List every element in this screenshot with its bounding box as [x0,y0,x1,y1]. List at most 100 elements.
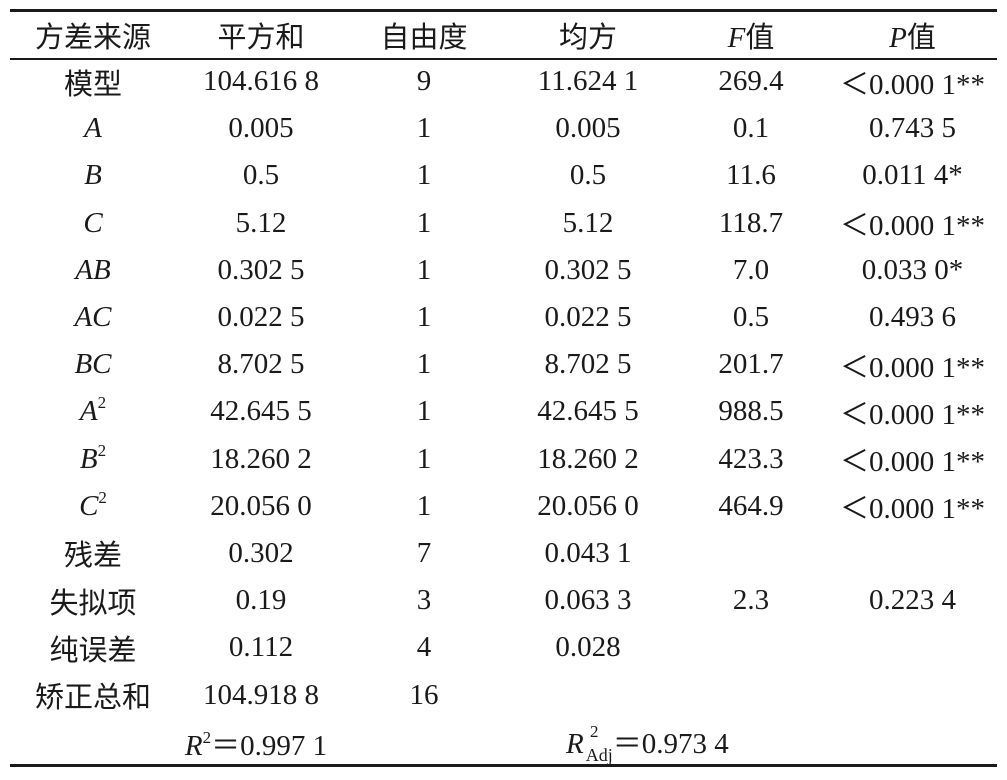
row-sum-of-squares: 0.022 5 [217,301,305,334]
row-mean-square: 0.005 [555,112,621,145]
row-source: C2 [79,487,107,522]
anova-table: 方差来源 平方和 自由度 均方 F值 P值 模型 104.616 8 9 11.624… [10,12,997,767]
row-f-value: 988.5 [718,395,784,428]
row-p-value [828,671,997,718]
row-f-value [674,530,828,577]
row-sum-of-squares: 18.260 2 [210,442,312,475]
header-f-value: F值 [727,22,775,54]
header-degrees-of-freedom: 自由度 [380,22,468,54]
table-row: AC 0.022 5 1 0.022 5 0.5 0.493 6 [10,294,997,341]
adjusted-r-squared: R 2 Adj＝0.973 4 [566,721,729,765]
table-row: B2 18.260 2 1 18.260 2 423.3 ＜0.000 1** [10,436,997,483]
row-source: A2 [79,393,107,428]
row-sum-of-squares: 0.302 [228,536,294,569]
table-header: 方差来源 平方和 自由度 均方 F值 P值 [10,12,997,58]
row-mean-square: 0.022 5 [544,301,632,334]
row-degrees-of-freedom: 3 [416,584,432,617]
row-source: B2 [79,440,107,475]
row-p-value: 0.493 6 [869,301,956,334]
row-sum-of-squares: 42.645 5 [210,395,312,428]
row-mean-square: 18.260 2 [537,442,639,475]
row-p-value: ＜0.000 1** [839,68,985,101]
row-f-value: 0.5 [732,301,770,334]
row-mean-square: 42.645 5 [537,395,639,428]
row-sum-of-squares: 5.12 [235,206,287,239]
row-p-value: 0.033 0* [861,253,964,286]
table-row: A 0.005 1 0.005 0.1 0.743 5 [10,105,997,152]
header-row: 方差来源 平方和 自由度 均方 F值 P值 [10,12,997,58]
row-sum-of-squares: 104.918 8 [203,678,319,711]
r-squared: R2＝0.997 1 [184,727,328,762]
row-degrees-of-freedom: 1 [416,348,432,381]
row-p-value: 0.743 5 [869,112,956,145]
fit-statistics-row: R2＝0.997 1 R 2 Adj＝0.973 4 [10,719,997,767]
row-sum-of-squares: 0.5 [242,159,280,192]
table-bottom-rule [10,764,997,767]
row-source: B [84,159,102,192]
footer-empty-cell [828,719,997,767]
row-f-value: 2.3 [732,584,770,617]
row-sum-of-squares: 20.056 0 [210,489,312,522]
row-degrees-of-freedom: 1 [416,112,432,145]
row-p-value: 0.223 4 [869,584,956,617]
header-source: 方差来源 [34,22,151,54]
row-mean-square [502,671,674,718]
table-body: 模型 104.616 8 9 11.624 1 269.4 ＜0.000 1** A 0.00… [10,58,997,719]
header-mean-square: 均方 [558,22,617,54]
table-row: BC 8.702 5 1 8.702 5 201.7 ＜0.000 1** [10,341,997,388]
row-degrees-of-freedom: 1 [416,206,432,239]
row-sum-of-squares: 0.112 [228,631,294,664]
row-mean-square: 0.063 3 [544,584,632,617]
row-source: 失拟项 [49,587,137,620]
row-degrees-of-freedom: 1 [416,489,432,522]
row-f-value: 118.7 [718,206,784,239]
row-source: C [83,206,103,239]
row-mean-square: 8.702 5 [544,348,632,381]
row-degrees-of-freedom: 16 [409,678,439,711]
row-p-value: ＜0.000 1** [839,493,985,526]
row-sum-of-squares: 0.19 [235,584,287,617]
row-source: 模型 [63,68,122,101]
row-p-value: 0.011 4* [862,159,963,192]
table-top-rule [10,9,997,12]
row-sum-of-squares: 104.616 8 [203,65,319,98]
header-p-value: P值 [889,22,936,54]
row-sum-of-squares: 8.702 5 [217,348,305,381]
table-footer: R2＝0.997 1 R 2 Adj＝0.973 4 [10,719,997,767]
row-p-value: ＜0.000 1** [839,351,985,384]
row-degrees-of-freedom: 1 [416,301,432,334]
row-f-value: 464.9 [718,489,784,522]
row-p-value [828,624,997,671]
row-degrees-of-freedom: 1 [416,253,432,286]
row-f-value: 423.3 [718,442,784,475]
header-sum-of-squares: 平方和 [217,22,305,54]
table-row: B 0.5 1 0.5 11.6 0.011 4* [10,152,997,199]
row-f-value: 269.4 [718,65,784,98]
row-f-value: 11.6 [726,159,776,192]
row-f-value: 7.0 [732,253,770,286]
row-sum-of-squares: 0.302 5 [217,253,305,286]
row-f-value: 201.7 [718,348,784,381]
row-mean-square: 5.12 [562,206,614,239]
table-row: 失拟项 0.19 3 0.063 3 2.3 0.223 4 [10,577,997,624]
row-source: 残差 [63,540,122,573]
row-degrees-of-freedom: 1 [416,442,432,475]
row-source: 纯误差 [49,634,137,667]
table-header-rule [10,58,997,60]
table-row: AB 0.302 5 1 0.302 5 7.0 0.033 0* [10,247,997,294]
row-mean-square: 20.056 0 [537,489,639,522]
row-mean-square: 0.302 5 [544,253,632,286]
row-source: AB [75,253,111,286]
row-sum-of-squares: 0.005 [228,112,294,145]
row-degrees-of-freedom: 9 [416,65,432,98]
row-p-value [828,530,997,577]
row-source: A [84,112,102,145]
row-mean-square: 11.624 1 [537,65,639,98]
table-row: 模型 104.616 8 9 11.624 1 269.4 ＜0.000 1** [10,58,997,105]
row-mean-square: 0.5 [569,159,607,192]
row-p-value: ＜0.000 1** [839,210,985,243]
row-f-value [674,624,828,671]
row-p-value: ＜0.000 1** [839,446,985,479]
row-source: BC [74,348,112,381]
row-degrees-of-freedom: 7 [416,536,432,569]
